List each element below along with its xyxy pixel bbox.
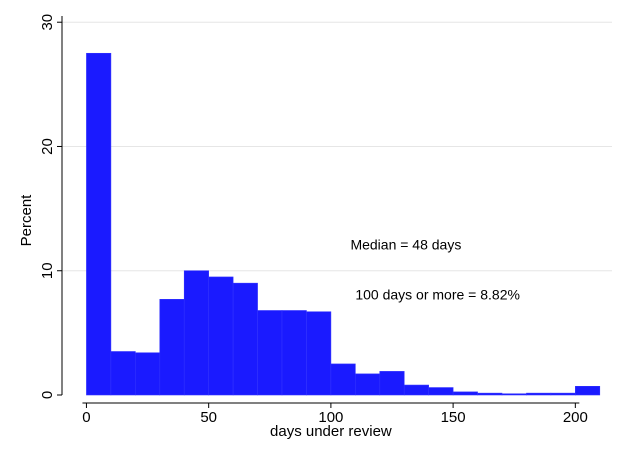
- annotation-text: Median = 48 days: [350, 237, 461, 253]
- histogram-bar: [135, 352, 161, 396]
- histogram-bar: [86, 52, 112, 396]
- histogram-bar: [306, 311, 332, 396]
- annotations: Median = 48 days 100 days or more = 8.82%: [350, 237, 519, 303]
- x-tick-label: 150: [441, 409, 466, 426]
- histogram-bar: [428, 387, 454, 396]
- histogram-bar: [159, 299, 185, 396]
- histogram-bar: [355, 373, 381, 396]
- histogram-bar: [501, 393, 527, 396]
- histogram-bar: [257, 310, 283, 396]
- histogram-bar: [403, 384, 429, 396]
- axes: [57, 16, 580, 408]
- histogram-bar: [575, 386, 601, 396]
- x-tick-label: 50: [200, 409, 217, 426]
- histogram-bar: [183, 270, 209, 396]
- x-tick-label: 0: [82, 409, 90, 426]
- histogram-bar: [208, 276, 234, 396]
- annotation-text: 100 days or more = 8.82%: [355, 286, 520, 302]
- x-tick-label: 100: [318, 409, 343, 426]
- x-tick-label: 200: [563, 409, 588, 426]
- histogram-bar: [379, 371, 405, 396]
- y-tick-label: 10: [39, 262, 56, 279]
- histogram-bar: [232, 282, 258, 396]
- y-tick-label: 0: [39, 391, 56, 399]
- x-axis-title: days under review: [270, 423, 392, 440]
- histogram-bar: [452, 391, 478, 396]
- histogram-bar: [281, 310, 307, 396]
- y-axis-title: Percent: [18, 194, 35, 247]
- bars: [86, 52, 601, 396]
- y-tick-label: 20: [39, 138, 56, 155]
- histogram-bar: [550, 392, 576, 396]
- histogram-bar: [330, 363, 356, 396]
- gridlines: [62, 21, 612, 272]
- histogram-bar: [526, 392, 552, 396]
- histogram-bar: [110, 351, 136, 396]
- y-tick-label: 30: [39, 14, 56, 31]
- histogram-bar: [477, 392, 503, 396]
- tick-labels: 0 10 20 30 0 50 100 150 200: [39, 14, 588, 426]
